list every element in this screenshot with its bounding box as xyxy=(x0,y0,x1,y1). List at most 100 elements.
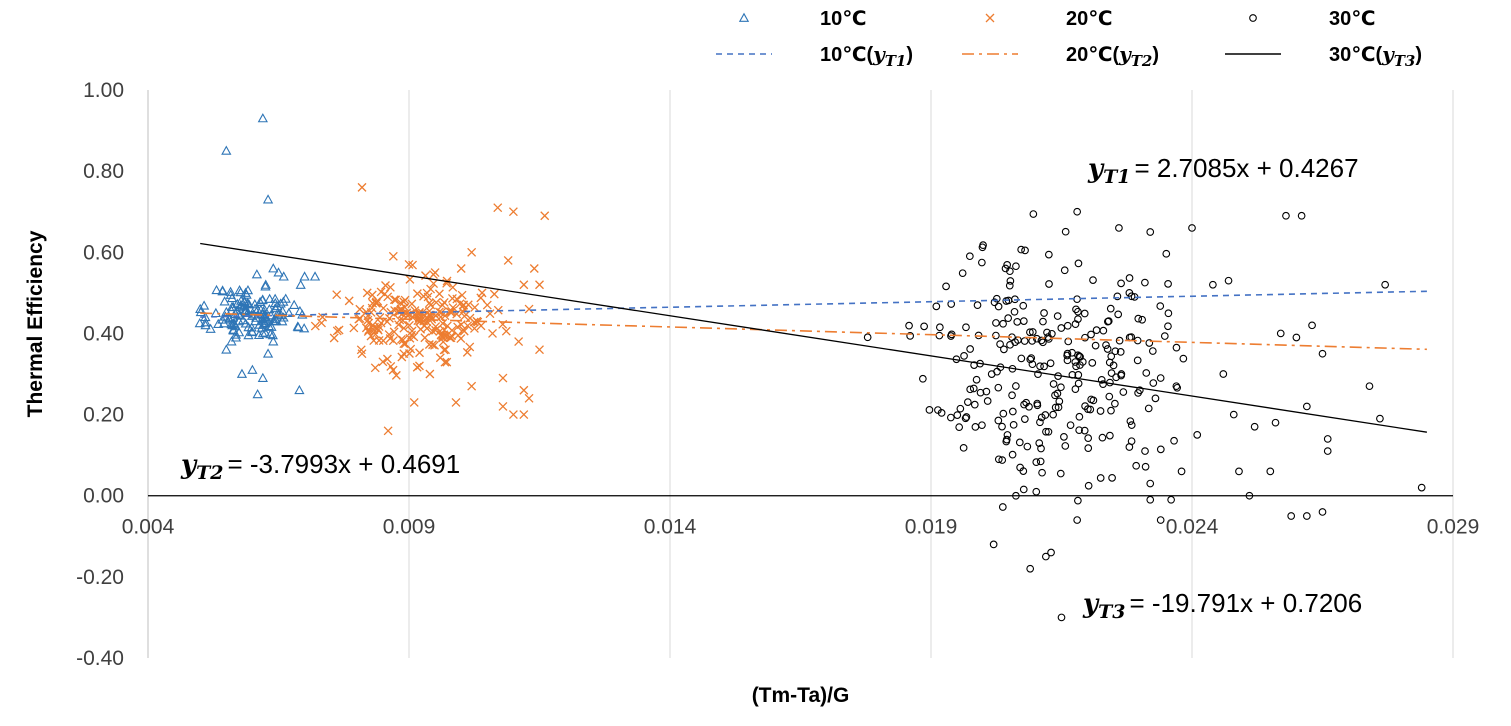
data-point xyxy=(501,326,511,336)
data-point xyxy=(426,284,436,294)
data-point xyxy=(1287,512,1296,520)
data-point xyxy=(1126,417,1135,426)
data-point xyxy=(1179,354,1188,363)
data-point xyxy=(1020,337,1029,345)
data-point xyxy=(1365,382,1374,391)
data-point xyxy=(217,314,228,324)
data-point xyxy=(1032,458,1041,467)
data-point xyxy=(1302,402,1311,411)
data-point xyxy=(999,409,1008,418)
data-point xyxy=(270,302,281,313)
data-point xyxy=(1167,495,1175,504)
data-point xyxy=(1292,333,1301,342)
data-point xyxy=(399,297,409,307)
data-point xyxy=(1141,462,1150,471)
data-point xyxy=(388,251,398,261)
equation-subscript: T2 xyxy=(196,462,223,484)
data-point xyxy=(503,255,513,265)
data-point xyxy=(1013,318,1022,326)
legend-label-close: ) xyxy=(906,44,913,66)
axis-layer: -0.40 -0.20 0.00 0.20 0.40 0.60 0.80 1.00 0.004 0… xyxy=(24,79,1479,707)
data-point xyxy=(1276,329,1285,338)
data-point xyxy=(1297,211,1306,220)
data-point xyxy=(391,370,401,380)
equation-subscript: T3 xyxy=(1098,601,1125,623)
data-point xyxy=(1063,321,1072,330)
data-point xyxy=(1209,280,1217,289)
equation-label-3: yT3 = -19.791x + 0.7206 xyxy=(1082,588,1362,623)
data-point xyxy=(1099,380,1107,389)
legend-marker xyxy=(738,12,750,22)
legend-label-var: y xyxy=(872,42,886,66)
data-point xyxy=(407,299,417,309)
data-point xyxy=(1000,345,1008,354)
data-point xyxy=(493,203,503,213)
data-point xyxy=(1056,469,1065,478)
data-point xyxy=(1072,362,1080,371)
data-point xyxy=(260,279,271,289)
equation-body: = 2.7085x + 0.4267 xyxy=(1134,153,1358,183)
data-point xyxy=(457,290,467,300)
data-point xyxy=(1036,457,1045,466)
equation-variable: y xyxy=(1082,589,1100,619)
data-point xyxy=(1004,314,1013,322)
data-point xyxy=(415,307,424,317)
data-point xyxy=(438,318,448,328)
data-point xyxy=(1075,412,1084,421)
data-point xyxy=(1282,211,1290,220)
data-point xyxy=(994,302,1003,311)
data-point xyxy=(1054,403,1063,412)
data-point xyxy=(1037,444,1045,453)
data-point xyxy=(1033,401,1042,410)
data-point xyxy=(384,313,394,323)
data-point xyxy=(1098,433,1107,442)
data-point xyxy=(1075,352,1084,361)
legend-item: 10℃(yT1) xyxy=(716,42,913,70)
data-point xyxy=(1114,310,1123,319)
data-point xyxy=(1170,436,1178,445)
data-point xyxy=(385,282,395,292)
data-point xyxy=(370,363,380,373)
data-point xyxy=(257,372,268,382)
data-point xyxy=(278,271,289,281)
data-point xyxy=(243,299,255,309)
data-point xyxy=(317,318,326,328)
data-point xyxy=(270,293,281,303)
data-point xyxy=(230,332,242,342)
data-point xyxy=(1003,260,1011,269)
data-point xyxy=(1074,307,1082,316)
data-point xyxy=(264,303,275,314)
data-point xyxy=(294,384,305,395)
data-point xyxy=(519,280,529,290)
data-point xyxy=(1381,280,1389,289)
data-point xyxy=(240,287,251,297)
data-point xyxy=(1029,210,1038,218)
data-point xyxy=(459,326,469,336)
data-point xyxy=(1057,613,1066,622)
series-1-points xyxy=(194,113,321,399)
data-point xyxy=(469,317,479,327)
data-point xyxy=(1188,224,1196,232)
data-point xyxy=(1066,421,1075,430)
y-tick-label: -0.40 xyxy=(76,647,124,670)
data-point xyxy=(963,398,972,406)
data-point xyxy=(430,340,439,350)
data-point xyxy=(1039,317,1047,326)
data-point xyxy=(467,381,477,391)
legend-label-text: 30℃( xyxy=(1329,44,1382,66)
data-point xyxy=(514,337,524,347)
data-point xyxy=(1376,414,1384,423)
data-point xyxy=(249,299,260,309)
data-point xyxy=(1108,474,1116,482)
data-point xyxy=(1012,491,1020,500)
data-point xyxy=(221,145,232,155)
data-point xyxy=(1318,349,1327,358)
equation-body: = -3.7993x + 0.4691 xyxy=(227,449,460,479)
legend-label-sub: T1 xyxy=(885,52,907,70)
data-point xyxy=(1132,461,1141,470)
data-point xyxy=(1250,422,1259,431)
data-point xyxy=(1015,438,1024,447)
data-point xyxy=(969,384,978,393)
data-point xyxy=(1164,309,1173,318)
data-point xyxy=(441,345,450,355)
